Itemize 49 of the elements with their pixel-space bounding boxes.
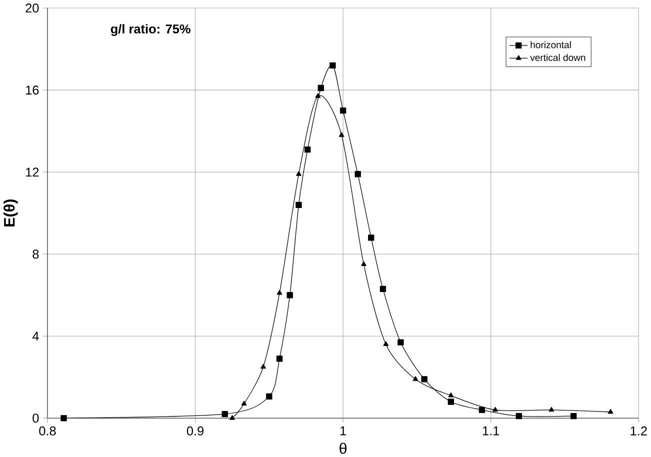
point	[478, 406, 486, 413]
y-tick-label: 0	[32, 413, 39, 422]
point	[286, 292, 293, 298]
y-tick-label: 8	[32, 249, 39, 258]
point	[296, 202, 302, 208]
point	[412, 376, 418, 381]
point	[398, 338, 404, 346]
point	[304, 146, 311, 152]
point	[608, 408, 614, 414]
point	[548, 406, 554, 412]
x-tick-label: 1.1	[482, 426, 500, 435]
point	[421, 376, 428, 382]
point	[338, 132, 344, 137]
y-tick-label: 12	[26, 167, 39, 176]
x-tick-label: 1.2	[630, 426, 647, 436]
legend-label: horizontal	[530, 40, 571, 48]
point	[276, 290, 282, 295]
point	[448, 398, 454, 405]
y-tick-label: 4	[32, 332, 39, 340]
point	[315, 92, 321, 98]
x-axis-title: θ	[340, 442, 347, 454]
point	[383, 341, 389, 346]
point	[260, 364, 266, 368]
point	[570, 412, 577, 419]
point	[318, 84, 324, 91]
point	[516, 412, 522, 419]
point	[368, 234, 374, 241]
point	[361, 261, 366, 266]
point	[60, 414, 67, 421]
point	[266, 393, 272, 400]
y-tick-label: 20	[26, 3, 39, 12]
point	[330, 62, 336, 68]
point	[380, 286, 386, 292]
point	[340, 107, 346, 114]
x-tick-label: 0.8	[39, 426, 56, 436]
y-axis-title: E(θ)	[4, 199, 18, 226]
x-tick-label: 1	[340, 426, 346, 435]
x-tick-label: 0.9	[186, 426, 204, 436]
point	[276, 355, 283, 362]
point	[296, 170, 302, 176]
point	[448, 392, 454, 398]
y-tick-label: 16	[26, 85, 39, 94]
annotation: g/l ratio: 75%	[110, 24, 190, 36]
point	[354, 170, 361, 177]
point	[241, 400, 247, 406]
point	[230, 414, 235, 420]
point	[492, 406, 498, 412]
legend-label: vertical down	[530, 54, 586, 61]
point	[222, 410, 228, 417]
